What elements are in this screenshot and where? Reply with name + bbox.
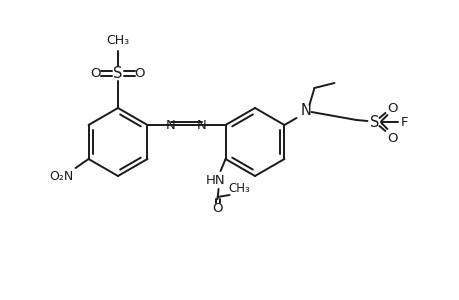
Text: O: O — [386, 101, 397, 115]
Text: S: S — [369, 115, 378, 130]
Text: N: N — [166, 118, 175, 131]
Text: O: O — [212, 202, 222, 215]
Text: HN: HN — [205, 175, 225, 188]
Text: N: N — [300, 103, 311, 118]
Text: CH₃: CH₃ — [228, 182, 250, 196]
Text: CH₃: CH₃ — [106, 34, 129, 46]
Text: O₂N: O₂N — [49, 169, 73, 182]
Text: N: N — [197, 118, 207, 131]
Text: S: S — [113, 65, 123, 80]
Text: F: F — [400, 116, 407, 128]
Text: O: O — [90, 67, 101, 80]
Text: O: O — [386, 131, 397, 145]
Text: O: O — [134, 67, 145, 80]
